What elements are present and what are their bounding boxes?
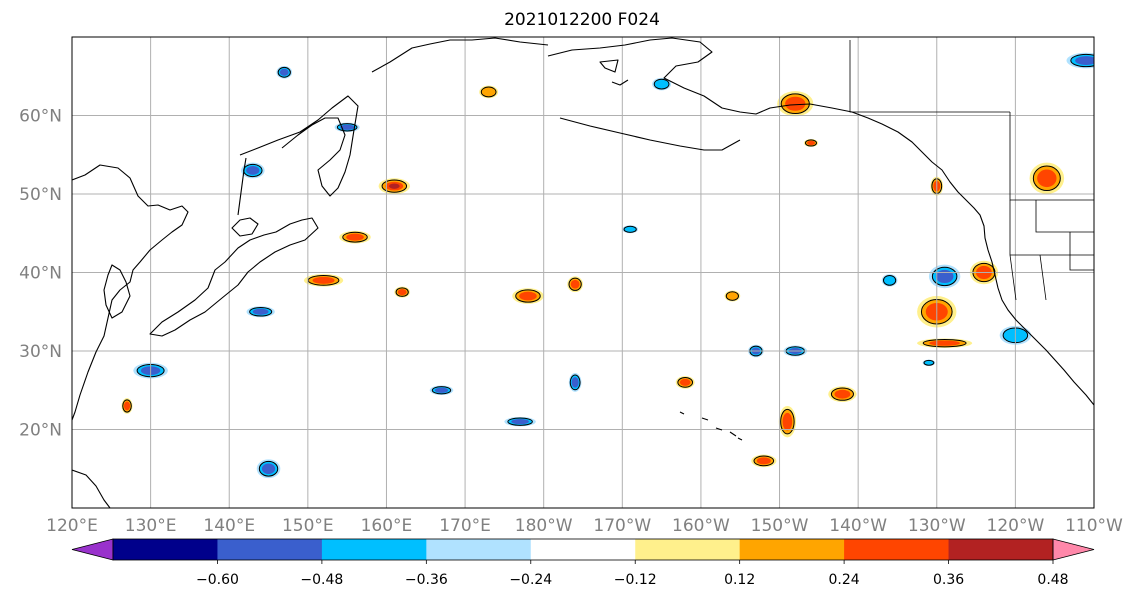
positive-anomaly	[917, 338, 973, 348]
positive-anomaly	[1029, 162, 1065, 194]
colorbar-cell	[113, 539, 218, 560]
lon-tick-label: 150°W	[751, 516, 809, 536]
negative-anomaly	[928, 264, 961, 289]
negative-anomaly	[334, 122, 360, 132]
coastline-aleutians	[559, 117, 741, 151]
lon-tick-label: 120°E	[46, 516, 98, 536]
positive-anomaly	[675, 376, 695, 389]
lon-tick-label: 160°E	[361, 516, 413, 536]
colorbar-frame	[112, 538, 1054, 561]
negative-anomaly	[504, 416, 536, 427]
coastline-luzon	[72, 469, 111, 508]
lat-tick-label: 30°N	[19, 342, 62, 362]
positive-anomaly	[777, 91, 814, 117]
coastline-bering	[599, 59, 629, 86]
borders	[849, 40, 1094, 301]
colorbar-cell	[948, 539, 1054, 560]
lon-tick-label: 120°W	[987, 516, 1045, 536]
colorbar-extend-high	[1052, 538, 1095, 561]
colorbar-tick-label: 0.24	[829, 572, 860, 588]
positive-anomaly	[512, 288, 544, 304]
coastline-hokkaido	[231, 217, 259, 237]
positive-anomaly	[803, 139, 819, 147]
colorbar-cell	[635, 539, 741, 560]
negative-anomaly	[1066, 52, 1094, 69]
coastline-alaska	[547, 37, 1094, 406]
positive-anomaly	[479, 85, 499, 99]
colorbar-cell	[530, 539, 636, 560]
coastline-hawaii	[679, 411, 743, 441]
colorbar-cell	[217, 539, 323, 560]
map-area	[71, 36, 1095, 509]
lon-tick-label: 130°W	[908, 516, 966, 536]
coastline-japan	[149, 217, 319, 337]
coastline-chukotka	[371, 37, 549, 73]
positive-anomaly	[828, 386, 857, 403]
colorbar-cell	[426, 539, 532, 560]
colorbar-extend-low	[71, 538, 114, 561]
positive-anomaly	[394, 286, 411, 298]
colorbar-tick-label: −0.24	[509, 572, 552, 588]
positive-anomaly	[567, 276, 584, 293]
positive-anomaly	[121, 398, 133, 414]
coastline-kamchatka	[239, 95, 359, 197]
positive-anomaly	[751, 454, 777, 468]
negative-anomaly	[256, 459, 281, 479]
negative-anomaly	[922, 359, 936, 366]
positive-anomaly	[303, 274, 344, 287]
longitude-tick-labels: 120°E 130°E 140°E 150°E 160°E 170°E 180°W 170°W…	[46, 516, 1123, 536]
colorbar-tick-label: −0.60	[196, 572, 239, 588]
lon-tick-label: 140°E	[203, 516, 255, 536]
lat-tick-label: 20°N	[19, 421, 62, 441]
lon-tick-label: 110°W	[1065, 516, 1123, 536]
colorbar-tick-label: −0.48	[300, 572, 343, 588]
colorbar: −0.60 −0.48 −0.36 −0.24 −0.12 0.12 0.24 0.36 0.4…	[71, 538, 1095, 588]
negative-anomaly	[568, 372, 582, 392]
lon-tick-label: 140°W	[829, 516, 887, 536]
lon-tick-label: 170°W	[593, 516, 651, 536]
map-frame	[71, 36, 1095, 509]
positive-anomaly	[778, 405, 797, 438]
colorbar-tick-label: 0.12	[724, 572, 755, 588]
lat-tick-label: 40°N	[19, 264, 62, 284]
gridlines	[72, 37, 1094, 508]
lon-tick-label: 180°W	[515, 516, 573, 536]
plot-title: 2021012200 F024	[504, 10, 660, 30]
coastline-korea	[103, 264, 131, 319]
colorbar-cell	[321, 539, 427, 560]
coastline-asia	[72, 164, 189, 421]
negative-anomaly	[246, 306, 275, 318]
coastline-sakhalin	[237, 157, 247, 216]
colorbar-tick-label: −0.36	[405, 572, 448, 588]
lon-tick-label: 150°E	[282, 516, 334, 536]
colorbar-tick-label: −0.12	[614, 572, 657, 588]
lat-tick-label: 50°N	[19, 185, 62, 205]
negative-anomaly	[276, 66, 293, 79]
positive-anomaly	[724, 290, 741, 302]
negative-anomaly	[133, 362, 168, 379]
negative-anomaly	[622, 225, 639, 234]
lon-tick-label: 160°W	[672, 516, 730, 536]
positive-anomaly	[378, 178, 411, 194]
negative-anomaly	[652, 77, 672, 91]
latitude-tick-labels: 20°N 30°N 40°N 50°N 60°N	[19, 107, 62, 441]
colorbar-cell	[739, 539, 845, 560]
lat-tick-label: 60°N	[19, 107, 62, 127]
negative-anomaly	[241, 162, 265, 179]
coastlines	[72, 37, 1094, 508]
positive-anomaly	[339, 230, 371, 244]
colorbar-cell	[844, 539, 950, 560]
lon-tick-label: 170°E	[439, 516, 491, 536]
us-state-lines	[1009, 200, 1094, 301]
colorbar-tick-label: 0.36	[933, 572, 964, 588]
negative-anomaly	[881, 274, 898, 287]
colorbar-tick-label: 0.48	[1037, 572, 1068, 588]
lon-tick-label: 130°E	[125, 516, 177, 536]
negative-anomaly	[429, 385, 454, 395]
